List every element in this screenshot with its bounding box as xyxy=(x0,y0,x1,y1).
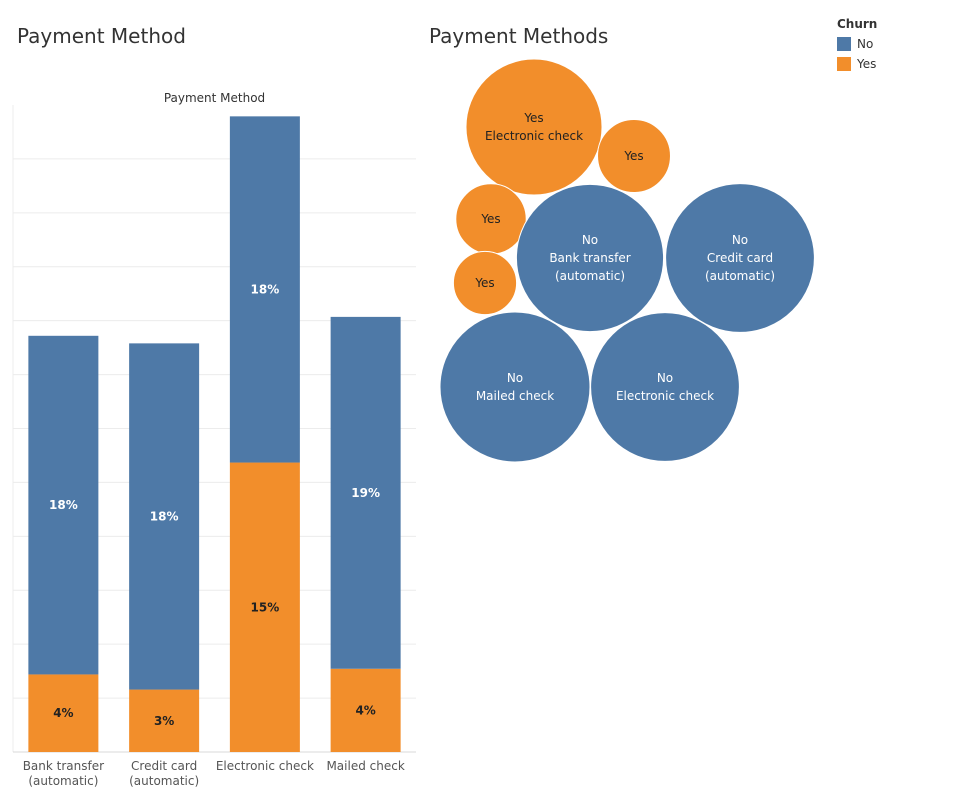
bar-data-label: 15% xyxy=(251,600,280,614)
bar-chart-panel-title: Payment Method xyxy=(17,24,186,48)
bubble-circle xyxy=(465,58,603,196)
bar-data-label: 18% xyxy=(251,282,280,296)
bubble-label-line: Yes xyxy=(623,149,643,163)
bar-segment-no xyxy=(229,116,300,463)
legend-swatch-yes xyxy=(837,57,851,71)
x-tick-label-line: Mailed check xyxy=(326,759,404,773)
bubble-label-line: Electronic check xyxy=(616,389,714,403)
bubble-label: Yes xyxy=(480,212,500,226)
bubble-label-line: (automatic) xyxy=(555,269,625,283)
legend-label-no: No xyxy=(857,37,874,51)
bubble-label: Yes xyxy=(623,149,643,163)
bar-data-label: 4% xyxy=(53,706,73,720)
legend-label-yes: Yes xyxy=(857,57,877,71)
bar-segment-no xyxy=(330,316,401,669)
bubble-circle xyxy=(665,183,815,333)
bubble-yes: Yes xyxy=(455,183,527,255)
bubble-label-line: Electronic check xyxy=(485,129,583,143)
x-tick-label-line: (automatic) xyxy=(28,774,98,788)
bubble-label: No Mailed check xyxy=(476,371,554,403)
bubble-label: Yes Electronic check xyxy=(485,111,583,143)
bar-data-label: 18% xyxy=(150,509,179,523)
x-tick-label-line: (automatic) xyxy=(129,774,199,788)
x-tick-label: Electronic check xyxy=(216,759,314,773)
legend-item-no[interactable]: No xyxy=(837,34,877,54)
legend-item-yes[interactable]: Yes xyxy=(837,54,877,74)
bubble-label-line: No xyxy=(657,371,673,385)
bubble-chart: Yes Electronic check Yes Yes Yes No Bank trans… xyxy=(439,58,815,463)
bubble-circle xyxy=(515,183,665,333)
bubble-circle xyxy=(452,250,518,316)
legend-swatch-no xyxy=(837,37,851,51)
bubble-yes: Yes xyxy=(452,250,518,316)
x-tick-label: Credit card (automatic) xyxy=(129,759,199,788)
x-tick-label-line: Electronic check xyxy=(216,759,314,773)
bubble-label-line: Yes xyxy=(480,212,500,226)
x-tick-label-line: Credit card xyxy=(131,759,197,773)
bubble-no: No Mailed check xyxy=(439,311,591,463)
bubble-label: No Credit card (automatic) xyxy=(705,233,775,283)
bubble-label-line: (automatic) xyxy=(705,269,775,283)
bubble-circle xyxy=(439,311,591,463)
x-tick-label: Bank transfer (automatic) xyxy=(23,759,104,788)
bar-data-label: 4% xyxy=(355,703,375,717)
bubble-label-line: Bank transfer xyxy=(549,251,630,265)
bar-segment-yes xyxy=(330,668,401,752)
bubble-label: No Bank transfer (automatic) xyxy=(549,233,630,283)
x-tick-label: Mailed check xyxy=(326,759,404,773)
bar-data-label: 18% xyxy=(49,498,78,512)
bubble-yes: Yes Electronic check xyxy=(465,58,603,196)
bubble-circle xyxy=(597,119,671,193)
bubble-label-line: No xyxy=(507,371,523,385)
bubble-no: No Electronic check xyxy=(590,312,740,462)
bar-chart-header: Payment Method xyxy=(164,91,265,105)
bubble-circle xyxy=(590,312,740,462)
bar-segment-yes xyxy=(28,674,99,752)
legend-title: Churn xyxy=(837,17,878,31)
bubble-label-line: No xyxy=(582,233,598,247)
bubble-label: No Electronic check xyxy=(616,371,714,403)
bar-segment-no xyxy=(28,335,99,675)
bar-data-label: 19% xyxy=(351,486,380,500)
churn-legend: Churn No Yes xyxy=(837,17,877,74)
bar-segment-yes xyxy=(129,689,200,752)
bubble-label-line: Yes xyxy=(474,276,494,290)
bubble-label-line: Mailed check xyxy=(476,389,554,403)
x-tick-label-line: Bank transfer xyxy=(23,759,104,773)
bar-data-label: 3% xyxy=(154,714,174,728)
bubble-label-line: Yes xyxy=(523,111,543,125)
bubble-label: Yes xyxy=(474,276,494,290)
bubble-chart-panel-title: Payment Methods xyxy=(429,24,609,48)
bar-segment-no xyxy=(129,343,200,690)
bubble-label-line: Credit card xyxy=(707,251,773,265)
bubble-yes: Yes xyxy=(597,119,671,193)
bubble-label-line: No xyxy=(732,233,748,247)
bubble-no: No Credit card (automatic) xyxy=(665,183,815,333)
bubble-no: No Bank transfer (automatic) xyxy=(515,183,665,333)
bar-segment-yes xyxy=(229,462,300,752)
